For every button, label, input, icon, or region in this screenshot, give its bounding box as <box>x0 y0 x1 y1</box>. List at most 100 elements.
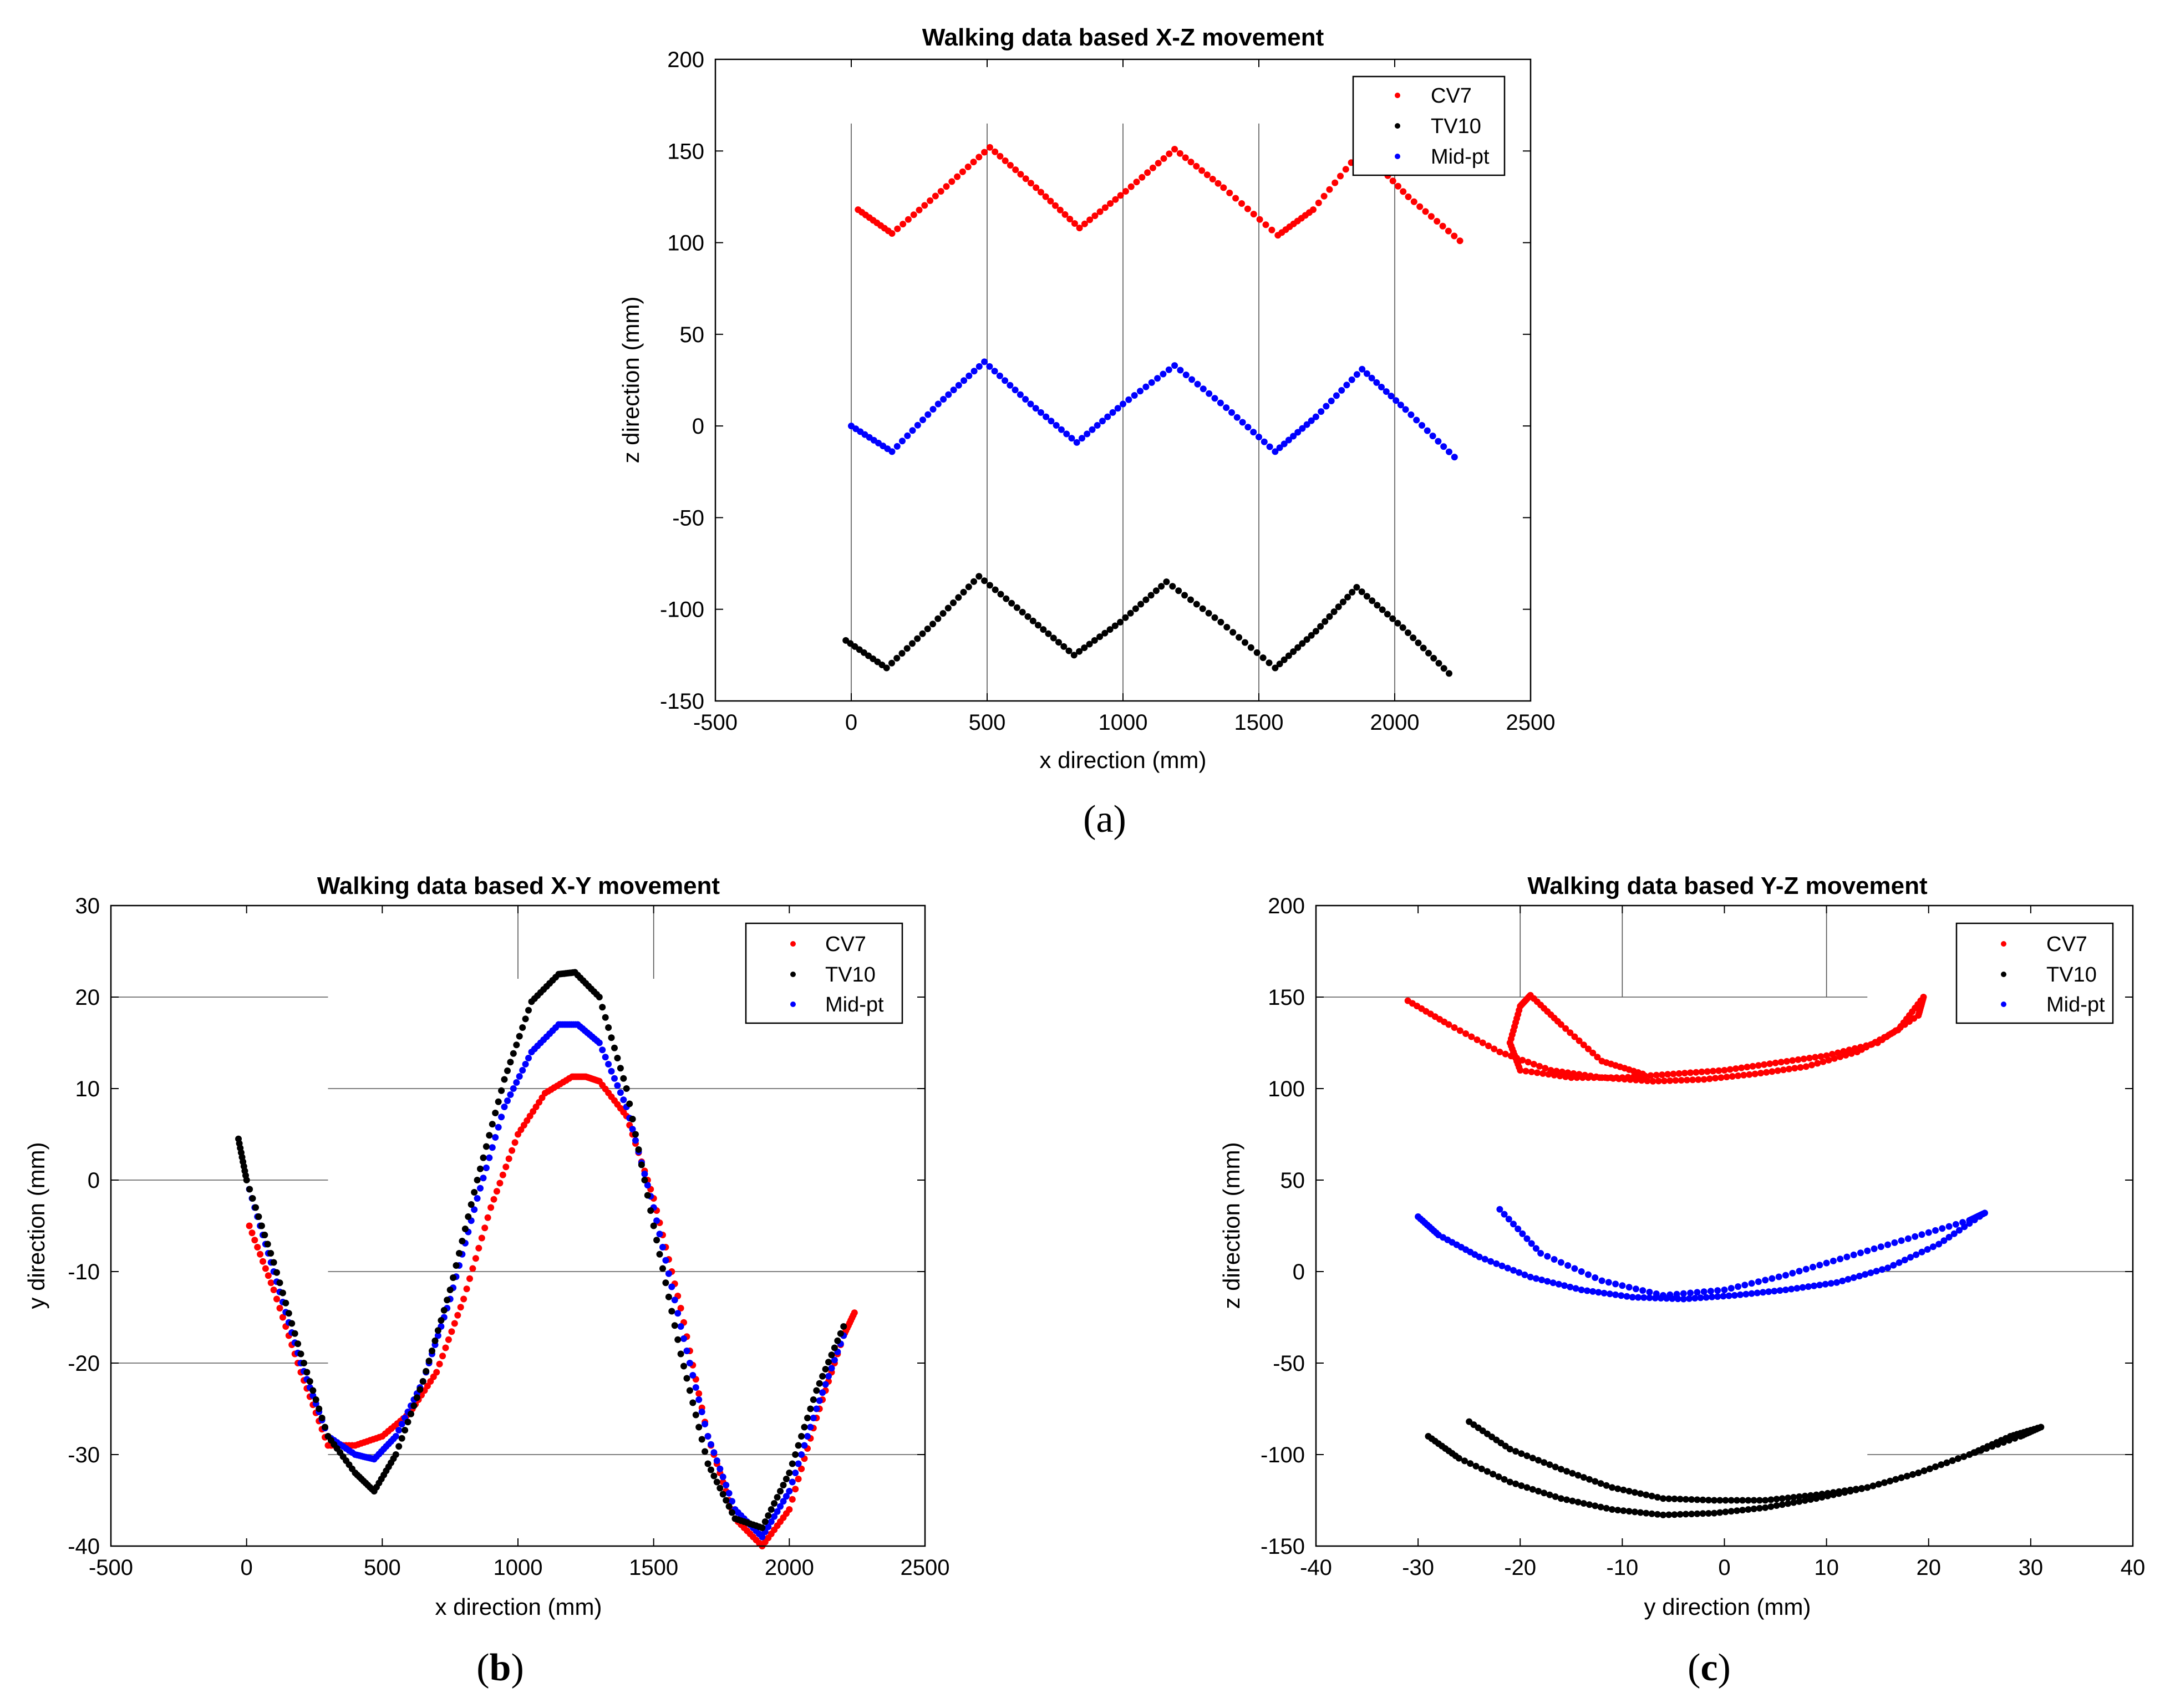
data-point-cv7 <box>1047 197 1054 205</box>
data-point-tv10 <box>602 1014 609 1021</box>
data-point-cv7 <box>1176 150 1183 157</box>
data-point-cv7 <box>1155 160 1162 167</box>
data-point-mid-pt <box>434 1332 441 1339</box>
data-point-tv10 <box>1660 1495 1666 1502</box>
data-point-mid-pt <box>1844 1275 1852 1283</box>
data-point-cv7 <box>1812 1054 1819 1061</box>
data-point-tv10 <box>1887 1477 1894 1485</box>
data-point-cv7 <box>1607 1074 1614 1081</box>
data-point-tv10 <box>635 1146 642 1153</box>
data-point-mid-pt <box>1618 1292 1625 1299</box>
data-point-tv10 <box>1512 1448 1519 1455</box>
data-point-mid-pt <box>1768 1275 1776 1282</box>
data-point-mid-pt <box>1557 1259 1564 1266</box>
data-point-mid-pt <box>1323 403 1330 410</box>
data-point-mid-pt <box>1687 1289 1694 1297</box>
data-point-tv10 <box>1478 1465 1485 1472</box>
data-point-mid-pt <box>1493 1260 1500 1267</box>
data-point-mid-pt <box>525 1055 532 1061</box>
data-point-tv10 <box>1989 1443 1996 1450</box>
data-point-mid-pt <box>1564 1262 1572 1269</box>
data-point-tv10 <box>404 1419 411 1426</box>
data-point-cv7 <box>1630 1073 1637 1080</box>
data-point-mid-pt <box>1935 1241 1943 1248</box>
data-point-cv7 <box>1232 195 1239 202</box>
data-point-mid-pt <box>1027 400 1034 408</box>
data-point-mid-pt <box>1233 414 1241 421</box>
data-point-tv10 <box>444 1297 451 1304</box>
data-point-cv7 <box>1800 1055 1807 1063</box>
y-tick-label: -10 <box>68 1260 100 1284</box>
data-point-cv7 <box>1491 1045 1498 1053</box>
data-point-tv10 <box>467 1201 475 1208</box>
y-tick-label: 0 <box>88 1168 100 1193</box>
data-point-mid-pt <box>617 1089 624 1096</box>
x-tick-label: 1000 <box>494 1556 543 1580</box>
data-point-tv10 <box>1938 1461 1945 1468</box>
data-point-cv7 <box>1171 146 1178 152</box>
data-point-cv7 <box>1214 180 1222 187</box>
data-point-mid-pt <box>1256 434 1262 440</box>
data-point-tv10 <box>2000 1439 2007 1446</box>
data-point-tv10 <box>795 1442 802 1449</box>
data-point-mid-pt <box>392 1433 399 1440</box>
caption-c: (c) <box>1688 1646 1731 1689</box>
data-point-tv10 <box>1734 1507 1740 1514</box>
chart-yz-y-ticks: -150 -100 -50 0 50 100 150 200 <box>1261 894 2133 1559</box>
data-point-tv10 <box>1688 1511 1695 1518</box>
data-point-mid-pt <box>1318 408 1325 415</box>
data-point-tv10 <box>819 1372 826 1380</box>
data-point-tv10 <box>1529 1486 1536 1493</box>
data-point-cv7 <box>894 225 901 232</box>
data-point-mid-pt <box>1748 1280 1755 1287</box>
data-point-tv10 <box>309 1387 317 1394</box>
data-point-tv10 <box>1363 593 1370 600</box>
data-point-cv7 <box>279 1314 286 1321</box>
data-point-tv10 <box>1705 1497 1712 1504</box>
data-point-cv7 <box>1795 1056 1802 1063</box>
data-point-tv10 <box>1472 1462 1480 1470</box>
data-point-mid-pt <box>1211 395 1218 402</box>
data-point-tv10 <box>1960 1453 1968 1460</box>
data-point-tv10 <box>1875 1481 1882 1488</box>
data-point-mid-pt <box>1714 1293 1721 1300</box>
data-point-cv7 <box>1766 1060 1773 1068</box>
chart-xy-legend: CV7 TV10 Mid-pt <box>745 922 903 1024</box>
data-point-tv10 <box>1446 670 1452 677</box>
data-point-cv7 <box>1187 159 1195 166</box>
data-point-tv10 <box>1546 1491 1553 1498</box>
data-point-mid-pt <box>1771 1288 1778 1295</box>
data-point-mid-pt <box>1635 1294 1642 1301</box>
data-point-cv7 <box>273 1295 280 1303</box>
data-point-tv10 <box>1739 1507 1746 1514</box>
data-point-tv10 <box>1557 1495 1564 1502</box>
data-point-tv10 <box>789 1460 796 1467</box>
data-point-mid-pt <box>1737 1291 1744 1298</box>
data-point-cv7 <box>1468 1033 1475 1040</box>
data-point-cv7 <box>1528 1068 1535 1075</box>
data-point-cv7 <box>888 230 896 237</box>
data-point-mid-pt <box>1891 1239 1898 1246</box>
data-point-mid-pt <box>1504 1264 1511 1272</box>
x-tick-label: 1500 <box>1234 710 1284 735</box>
data-point-tv10 <box>650 1222 657 1229</box>
x-tick-label: 1000 <box>1099 710 1148 735</box>
data-point-cv7 <box>1659 1071 1665 1079</box>
data-point-cv7 <box>1585 1045 1592 1053</box>
data-point-mid-pt <box>1629 1294 1636 1301</box>
data-point-cv7 <box>954 173 961 180</box>
data-point-mid-pt <box>1714 1287 1721 1294</box>
data-point-cv7 <box>1017 171 1024 178</box>
data-point-tv10 <box>629 1116 636 1122</box>
data-point-mid-pt <box>1762 1277 1769 1284</box>
data-point-tv10 <box>1344 593 1351 601</box>
data-point-tv10 <box>1943 1459 1950 1466</box>
data-point-tv10 <box>312 1396 319 1403</box>
data-point-mid-pt <box>1811 1282 1818 1289</box>
data-point-tv10 <box>1242 639 1248 646</box>
data-point-cv7 <box>997 152 1004 160</box>
data-point-mid-pt <box>1782 1272 1789 1279</box>
data-point-tv10 <box>1523 1452 1531 1460</box>
data-point-tv10 <box>510 1050 517 1057</box>
data-point-tv10 <box>1175 587 1182 594</box>
